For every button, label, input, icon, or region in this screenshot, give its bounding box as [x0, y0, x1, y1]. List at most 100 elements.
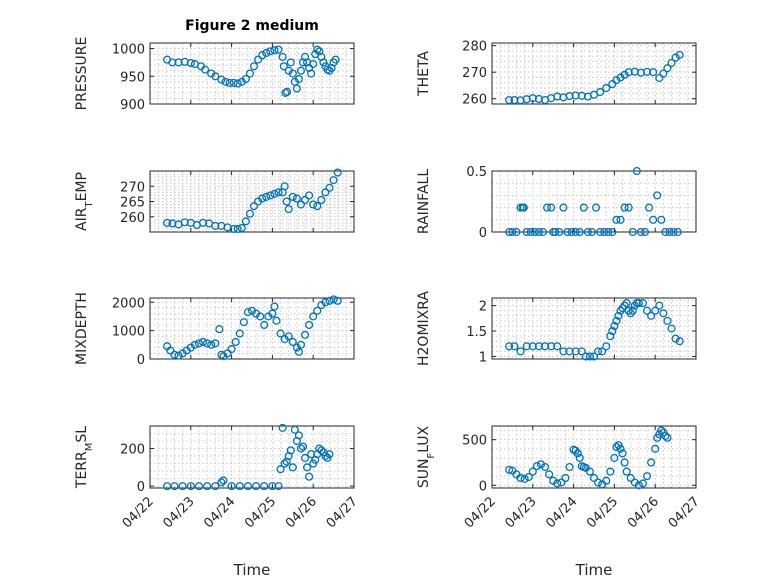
y-tick-label: 900 — [120, 98, 145, 113]
panel-h2omixra: 1 1.5 2 H2OMIXRA — [416, 291, 697, 366]
panel-theta: 260 270 280 THETA — [416, 40, 697, 108]
y-tick-label: 1 — [479, 350, 487, 365]
data-point — [657, 215, 666, 224]
y-tick-label: 0 — [479, 226, 487, 241]
y-tick-label: 2 — [479, 300, 487, 315]
data-point — [649, 68, 658, 77]
data-point — [235, 482, 244, 491]
data-point — [645, 203, 654, 212]
data-point — [520, 474, 529, 483]
data-point — [571, 347, 580, 356]
data-point — [186, 58, 195, 68]
data-point — [638, 479, 648, 488]
data-point — [642, 472, 652, 481]
x-axis-label-left: Time — [233, 561, 271, 579]
data-point — [528, 342, 537, 351]
data-point — [545, 470, 554, 479]
data-point — [292, 194, 301, 203]
axes-box — [149, 425, 355, 489]
data-point — [534, 227, 543, 237]
data-point — [268, 309, 277, 318]
data-point — [296, 340, 306, 349]
data-point — [294, 347, 303, 356]
data-point — [211, 221, 220, 230]
data-point — [203, 482, 212, 491]
data-point — [313, 45, 322, 54]
data-point — [663, 64, 672, 73]
data-point — [585, 467, 594, 476]
data-point — [616, 444, 625, 453]
y-axis-label-subscript: F — [426, 453, 437, 459]
x-tick-label: 04/23 — [503, 494, 540, 531]
data-point — [540, 342, 550, 351]
y-axis-label-main: SUN — [416, 459, 432, 489]
data-point — [305, 472, 314, 481]
data-point — [610, 453, 619, 462]
data-point — [602, 342, 611, 351]
data-point — [655, 301, 664, 310]
data-point — [640, 227, 650, 237]
y-tick-label: 1000 — [112, 43, 145, 58]
y-tick-label: 200 — [120, 443, 145, 458]
data-point — [309, 312, 318, 321]
data-point — [221, 77, 230, 86]
data-point — [186, 482, 195, 491]
data-point — [626, 473, 635, 483]
y-axis-label: PRESSURE — [74, 37, 90, 111]
data-point — [217, 478, 226, 487]
y-axis-label-rest: LUX — [416, 425, 432, 452]
data-point — [276, 465, 285, 474]
data-point — [594, 347, 603, 356]
y-axis-label: THETA — [416, 51, 432, 97]
data-point — [249, 202, 259, 211]
data-point — [270, 302, 279, 311]
data-point — [571, 227, 580, 237]
y-axis-label-main: RAINFALL — [416, 169, 432, 234]
data-point — [589, 352, 599, 361]
axes-box — [149, 42, 355, 105]
data-point — [325, 296, 334, 305]
data-point — [620, 458, 629, 467]
data-point — [547, 203, 556, 212]
data-point — [219, 476, 228, 485]
data-point — [241, 217, 250, 226]
data-point — [526, 227, 535, 237]
data-point — [602, 84, 611, 93]
data-point — [303, 463, 312, 472]
x-tick-label: 04/26 — [283, 494, 320, 531]
data-point — [279, 62, 288, 71]
data-point — [602, 476, 611, 485]
data-point — [575, 453, 584, 462]
y-tick-label: 500 — [462, 434, 487, 449]
data-point — [604, 227, 613, 237]
data-point — [321, 188, 330, 197]
data-point — [583, 227, 592, 237]
data-point — [538, 227, 548, 237]
data-point — [642, 67, 652, 76]
data-point — [178, 482, 187, 491]
data-point — [512, 227, 521, 237]
axes-box — [491, 42, 697, 105]
data-point — [622, 299, 631, 308]
y-tick-label: 280 — [462, 40, 487, 55]
x-tick-label: 04/26 — [625, 494, 662, 531]
data-point — [553, 342, 562, 351]
data-point — [614, 311, 623, 320]
data-point — [612, 316, 621, 325]
y-axis-label-rest: EMP — [74, 172, 90, 201]
axes-box — [149, 297, 355, 360]
data-point — [577, 347, 586, 356]
data-point — [596, 227, 605, 237]
data-point — [290, 425, 299, 434]
data-point — [281, 88, 290, 97]
data-point — [260, 320, 269, 330]
data-point — [508, 227, 517, 237]
data-point — [606, 332, 615, 341]
data-point — [294, 74, 303, 84]
data-point — [325, 450, 334, 459]
x-tick-label: 04/24 — [543, 494, 580, 531]
data-point — [632, 166, 641, 176]
data-point — [530, 227, 539, 237]
data-point — [522, 227, 531, 237]
